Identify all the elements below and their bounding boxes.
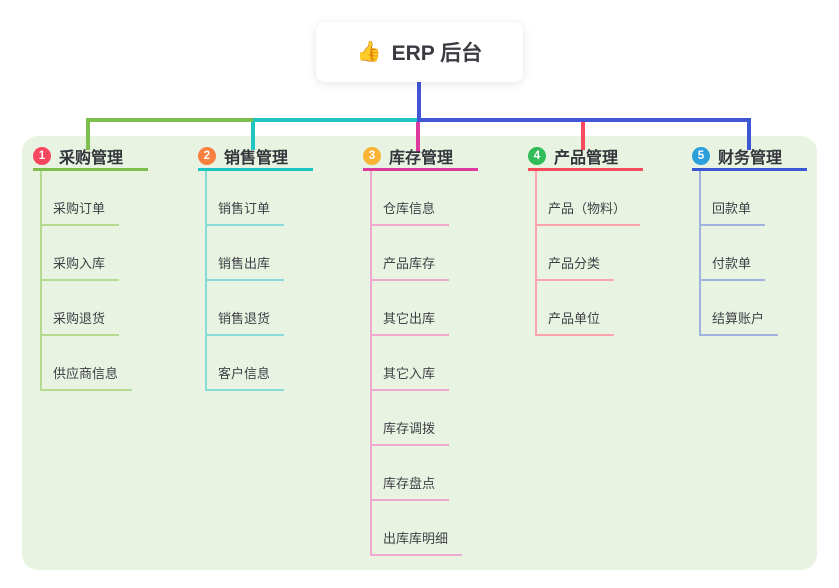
thumbs-up-icon: 👍 bbox=[356, 41, 382, 63]
item-node[interactable]: 产品库存 bbox=[370, 253, 450, 281]
root-title: ERP 后台 bbox=[391, 42, 483, 65]
branch-title: 采购管理 bbox=[59, 149, 124, 167]
item-node[interactable]: 采购订单 bbox=[40, 198, 120, 226]
item-node[interactable]: 销售出库 bbox=[205, 253, 285, 281]
branch-vertical-line bbox=[370, 171, 372, 556]
branch-node[interactable]: 1 采购管理 bbox=[33, 146, 148, 171]
branch-column: 4 产品管理 产品（物料） 产品分类 产品单位 bbox=[528, 146, 643, 336]
root-stem-line bbox=[417, 82, 421, 120]
branch-number-badge: 4 bbox=[528, 146, 546, 165]
branch-items: 回款单 付款单 结算账户 bbox=[699, 171, 807, 336]
item-row: 产品分类 bbox=[535, 226, 643, 281]
item-node[interactable]: 仓库信息 bbox=[370, 198, 450, 226]
item-row: 产品库存 bbox=[370, 226, 478, 281]
branch-title: 库存管理 bbox=[389, 149, 454, 167]
item-row: 采购订单 bbox=[40, 171, 148, 226]
item-node[interactable]: 其它出库 bbox=[370, 308, 450, 336]
item-node[interactable]: 结算账户 bbox=[699, 308, 779, 336]
branch-title: 产品管理 bbox=[554, 149, 619, 167]
branch-vertical-line bbox=[535, 171, 537, 336]
background-panel bbox=[22, 136, 817, 570]
item-row: 回款单 bbox=[699, 171, 807, 226]
branch-vertical-line bbox=[205, 171, 207, 391]
branch-items: 销售订单 销售出库 销售退货 客户信息 bbox=[205, 171, 313, 391]
branch-items: 仓库信息 产品库存 其它出库 其它入库 库存调拨 库存盘点 出库库明细 bbox=[370, 171, 478, 556]
trunk-line-blue bbox=[417, 118, 751, 122]
item-row: 采购退货 bbox=[40, 281, 148, 336]
branch-items: 采购订单 采购入库 采购退货 供应商信息 bbox=[40, 171, 148, 391]
leg-line-purchase bbox=[86, 118, 90, 150]
branch-column: 2 销售管理 销售订单 销售出库 销售退货 客户信息 bbox=[198, 146, 313, 391]
item-row: 产品（物料） bbox=[535, 171, 643, 226]
item-row: 库存调拨 bbox=[370, 391, 478, 446]
item-row: 结算账户 bbox=[699, 281, 807, 336]
leg-line-inventory bbox=[416, 122, 420, 152]
item-row: 产品单位 bbox=[535, 281, 643, 336]
item-row: 仓库信息 bbox=[370, 171, 478, 226]
branch-title: 销售管理 bbox=[224, 149, 289, 167]
branch-number-badge: 5 bbox=[692, 146, 710, 165]
item-node[interactable]: 销售订单 bbox=[205, 198, 285, 226]
item-node[interactable]: 采购入库 bbox=[40, 253, 120, 281]
branch-number-badge: 2 bbox=[198, 146, 216, 165]
branch-items: 产品（物料） 产品分类 产品单位 bbox=[535, 171, 643, 336]
branch-node[interactable]: 5 财务管理 bbox=[692, 146, 807, 171]
branch-column: 1 采购管理 采购订单 采购入库 采购退货 供应商信息 bbox=[33, 146, 148, 391]
branch-column: 3 库存管理 仓库信息 产品库存 其它出库 其它入库 库存调拨 库存盘点 出库库… bbox=[363, 146, 478, 556]
branch-column: 5 财务管理 回款单 付款单 结算账户 bbox=[692, 146, 807, 336]
item-node[interactable]: 其它入库 bbox=[370, 363, 450, 391]
branch-node[interactable]: 3 库存管理 bbox=[363, 146, 478, 171]
branch-number-badge: 3 bbox=[363, 146, 381, 165]
item-row: 销售退货 bbox=[205, 281, 313, 336]
item-row: 库存盘点 bbox=[370, 446, 478, 501]
item-node[interactable]: 产品（物料） bbox=[535, 198, 641, 226]
leg-line-finance bbox=[747, 118, 751, 150]
item-node[interactable]: 客户信息 bbox=[205, 363, 285, 391]
item-row: 销售订单 bbox=[205, 171, 313, 226]
branch-node[interactable]: 4 产品管理 bbox=[528, 146, 643, 171]
leg-line-sales bbox=[251, 122, 255, 150]
branch-number-badge: 1 bbox=[33, 146, 51, 165]
item-node[interactable]: 产品分类 bbox=[535, 253, 615, 281]
item-node[interactable]: 库存调拨 bbox=[370, 418, 450, 446]
item-row: 出库库明细 bbox=[370, 501, 478, 556]
item-node[interactable]: 出库库明细 bbox=[370, 528, 463, 556]
item-row: 其它出库 bbox=[370, 281, 478, 336]
item-row: 销售出库 bbox=[205, 226, 313, 281]
branch-vertical-line bbox=[699, 171, 701, 336]
item-node[interactable]: 销售退货 bbox=[205, 308, 285, 336]
item-node[interactable]: 采购退货 bbox=[40, 308, 120, 336]
branch-title: 财务管理 bbox=[718, 149, 783, 167]
branch-node[interactable]: 2 销售管理 bbox=[198, 146, 313, 171]
trunk-line-green bbox=[86, 118, 253, 122]
item-row: 客户信息 bbox=[205, 336, 313, 391]
leg-line-product bbox=[581, 122, 585, 150]
item-node[interactable]: 回款单 bbox=[699, 198, 766, 226]
trunk-line-teal bbox=[253, 118, 417, 122]
branch-vertical-line bbox=[40, 171, 42, 391]
item-node[interactable]: 供应商信息 bbox=[40, 363, 133, 391]
item-row: 采购入库 bbox=[40, 226, 148, 281]
item-row: 付款单 bbox=[699, 226, 807, 281]
item-row: 其它入库 bbox=[370, 336, 478, 391]
item-node[interactable]: 付款单 bbox=[699, 253, 766, 281]
item-node[interactable]: 产品单位 bbox=[535, 308, 615, 336]
item-node[interactable]: 库存盘点 bbox=[370, 473, 450, 501]
root-node[interactable]: 👍 ERP 后台 bbox=[316, 22, 523, 82]
item-row: 供应商信息 bbox=[40, 336, 148, 391]
